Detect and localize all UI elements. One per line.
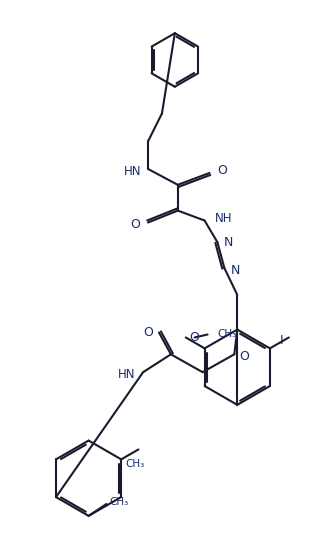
Text: N: N <box>230 263 240 277</box>
Text: O: O <box>143 326 153 339</box>
Text: O: O <box>239 350 249 363</box>
Text: O: O <box>190 331 200 344</box>
Text: O: O <box>218 164 227 178</box>
Text: CH₃: CH₃ <box>126 460 145 470</box>
Text: CH₃: CH₃ <box>218 330 237 340</box>
Text: CH₃: CH₃ <box>110 497 129 507</box>
Text: O: O <box>130 218 140 231</box>
Text: HN: HN <box>124 165 141 178</box>
Text: HN: HN <box>118 368 135 380</box>
Text: N: N <box>223 236 233 249</box>
Text: I: I <box>280 334 284 347</box>
Text: NH: NH <box>214 212 232 225</box>
